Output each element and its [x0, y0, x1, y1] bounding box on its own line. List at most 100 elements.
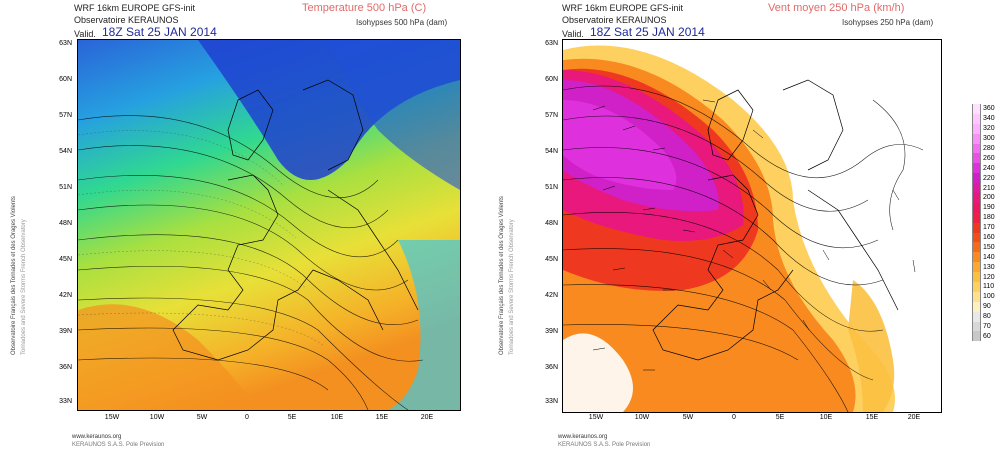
legend-swatch	[972, 282, 981, 292]
legend-value: 80	[983, 313, 991, 321]
lat-label: 51N	[59, 184, 72, 191]
legend-item: 130	[972, 262, 995, 273]
legend-value: 110	[983, 283, 995, 291]
legend-item: 150	[972, 242, 995, 253]
legend-item: 220	[972, 173, 995, 184]
valid-prefix: Valid.	[562, 29, 584, 39]
lat-label: 60N	[59, 76, 72, 83]
wind-map-svg	[563, 40, 941, 412]
legend-item: 280	[972, 143, 995, 154]
legend-swatch	[972, 272, 981, 283]
lat-label: 63N	[545, 40, 558, 47]
temperature-panel: WRF 16km EUROPE GFS-init Observatoire KE…	[11, 2, 461, 448]
legend-item: 70	[972, 321, 995, 332]
lat-label: 36N	[545, 364, 558, 371]
footer-url: www.keraunos.org	[558, 434, 608, 440]
legend-swatch	[972, 232, 981, 243]
legend-swatch	[972, 173, 981, 184]
legend-swatch	[972, 242, 981, 253]
legend-value: 100	[983, 293, 995, 301]
legend-swatch	[972, 222, 981, 233]
legend-swatch	[972, 183, 981, 194]
legend-item: 360	[972, 104, 995, 114]
legend-swatch	[972, 321, 981, 332]
legend-value: 240	[983, 164, 995, 172]
legend-value: 220	[983, 174, 995, 182]
side-label-fr: Observatoire Français des Tornades et de…	[11, 196, 17, 355]
lat-label: 57N	[59, 112, 72, 119]
wind-map	[562, 39, 942, 413]
legend-value: 190	[983, 204, 995, 212]
legend-swatch	[972, 104, 981, 114]
lon-label: 15E	[375, 414, 389, 421]
legend-value: 260	[983, 154, 995, 162]
legend-item: 190	[972, 202, 995, 213]
map-subtitle: Isohypses 500 hPa (dam)	[356, 18, 448, 27]
legend-swatch	[972, 301, 981, 312]
legend-item: 300	[972, 133, 995, 144]
lon-label: 5E	[775, 414, 785, 421]
legend-value: 210	[983, 184, 995, 192]
lat-label: 42N	[59, 292, 72, 299]
legend-value: 180	[983, 214, 995, 222]
temperature-map-svg	[78, 40, 460, 410]
lat-label: 45N	[545, 256, 558, 263]
valid-prefix: Valid.	[74, 29, 96, 39]
legend-swatch	[972, 123, 981, 134]
lon-label: 20E	[420, 414, 434, 421]
temperature-map	[77, 39, 461, 411]
legend-value: 360	[983, 105, 995, 113]
lat-label: 36N	[59, 364, 72, 371]
lon-label: 5E	[287, 414, 297, 421]
lon-label: 10W	[149, 414, 165, 421]
lat-label: 48N	[545, 220, 558, 227]
lat-label: 57N	[545, 112, 558, 119]
side-label-fr: Observatoire Français des Tornades et de…	[499, 196, 505, 355]
legend-item: 80	[972, 311, 995, 322]
lon-label: 0	[245, 414, 249, 421]
model-label: WRF 16km EUROPE GFS-init	[74, 3, 196, 13]
legend-item: 100	[972, 291, 995, 302]
legend-swatch	[972, 143, 981, 154]
legend-value: 340	[983, 115, 995, 123]
lat-label: 51N	[545, 184, 558, 191]
legend-swatch	[972, 252, 981, 263]
lon-label: 15W	[588, 414, 604, 421]
legend-item: 340	[972, 113, 995, 124]
lon-label: 10E	[819, 414, 833, 421]
map-title: Vent moyen 250 hPa (km/h)	[768, 2, 905, 14]
wind-speed-legend: 360 340 320 300 280 260 240 220 210 200 190 180 170 1…	[972, 104, 995, 342]
lat-label: 45N	[59, 256, 72, 263]
side-label-en: Tornadoes and Severe Storms French Obser…	[509, 219, 515, 355]
legend-item: 320	[972, 123, 995, 134]
legend-item: 60	[972, 331, 995, 342]
lat-label: 63N	[59, 40, 72, 47]
legend-item: 180	[972, 212, 995, 223]
legend-swatch	[972, 262, 981, 273]
legend-item: 110	[972, 282, 995, 292]
legend-item: 210	[972, 183, 995, 194]
legend-swatch	[972, 133, 981, 144]
legend-value: 170	[983, 224, 995, 232]
legend-value: 320	[983, 125, 995, 133]
legend-swatch	[972, 113, 981, 124]
legend-item: 140	[972, 252, 995, 263]
legend-value: 160	[983, 234, 995, 242]
lat-label: 33N	[545, 398, 558, 405]
legend-value: 200	[983, 194, 995, 202]
lat-label: 54N	[59, 148, 72, 155]
valid-time: 18Z Sat 25 JAN 2014	[102, 25, 217, 39]
legend-value: 300	[983, 135, 995, 143]
legend-value: 140	[983, 253, 995, 261]
legend-swatch	[972, 202, 981, 213]
lon-label: 15W	[104, 414, 120, 421]
lat-label: 39N	[545, 328, 558, 335]
legend-item: 200	[972, 193, 995, 203]
legend-value: 150	[983, 243, 995, 251]
legend-swatch	[972, 163, 981, 174]
lon-label: 10W	[634, 414, 650, 421]
model-label: WRF 16km EUROPE GFS-init	[562, 3, 684, 13]
lat-label: 54N	[545, 148, 558, 155]
legend-swatch	[972, 291, 981, 302]
legend-swatch	[972, 153, 981, 164]
